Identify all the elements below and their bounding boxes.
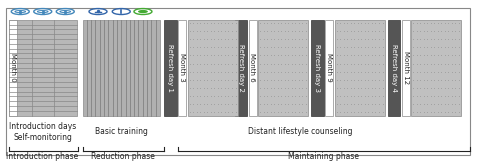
Text: Month 6: Month 6 xyxy=(250,53,256,82)
Bar xyxy=(6,8,470,155)
Bar xyxy=(9,20,17,115)
Circle shape xyxy=(138,10,148,13)
Text: Refresh day 4: Refresh day 4 xyxy=(391,44,397,92)
Bar xyxy=(311,20,324,115)
Text: Month 0: Month 0 xyxy=(10,53,16,82)
Text: Month 9: Month 9 xyxy=(326,53,332,82)
Text: Distant lifestyle counseling: Distant lifestyle counseling xyxy=(248,128,352,136)
Bar xyxy=(188,20,238,115)
Bar xyxy=(234,20,247,115)
Text: Reduction phase: Reduction phase xyxy=(90,152,154,161)
Bar xyxy=(388,20,400,115)
Text: Maintaining phase: Maintaining phase xyxy=(288,152,360,161)
Text: Introduction days
Self-monitoring: Introduction days Self-monitoring xyxy=(9,122,76,142)
Text: Refresh day 3: Refresh day 3 xyxy=(314,44,320,92)
Bar xyxy=(82,20,160,115)
Bar xyxy=(258,20,308,115)
Bar xyxy=(325,20,333,115)
Text: Refresh day 1: Refresh day 1 xyxy=(167,44,173,92)
Bar xyxy=(334,20,384,115)
Bar xyxy=(411,20,461,115)
Bar xyxy=(164,20,176,115)
Text: Basic training: Basic training xyxy=(95,128,148,136)
Bar xyxy=(248,20,256,115)
Text: Month 3: Month 3 xyxy=(179,53,185,82)
Bar xyxy=(402,20,409,115)
Bar xyxy=(9,20,76,115)
Text: Introduction phase: Introduction phase xyxy=(6,152,78,161)
Text: Month 12: Month 12 xyxy=(402,51,408,84)
Bar xyxy=(178,20,186,115)
Text: Refresh day 2: Refresh day 2 xyxy=(238,44,244,92)
